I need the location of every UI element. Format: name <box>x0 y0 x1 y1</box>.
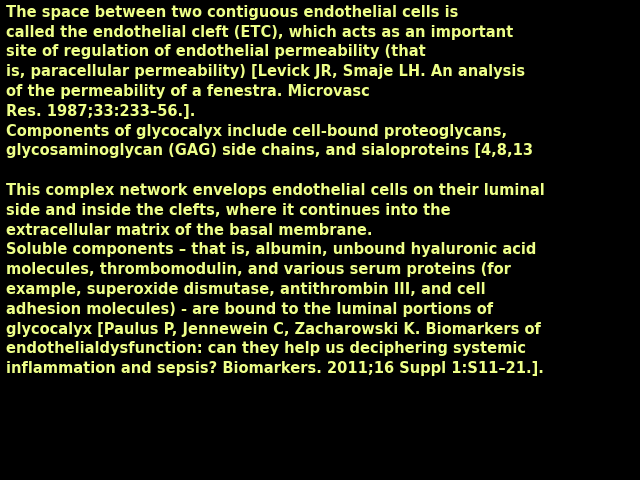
Text: The space between two contiguous endothelial cells is
called the endothelial cle: The space between two contiguous endothe… <box>6 5 545 376</box>
